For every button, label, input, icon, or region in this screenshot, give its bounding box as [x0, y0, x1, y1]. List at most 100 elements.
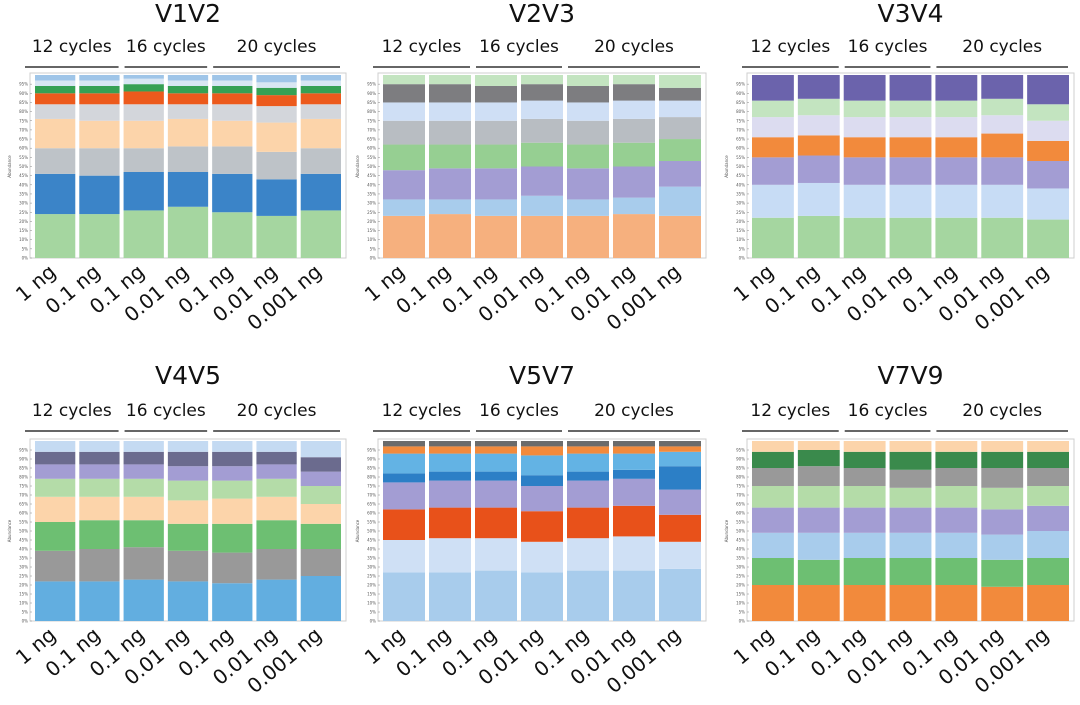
bar-segment	[843, 558, 886, 585]
bar-segment	[1027, 558, 1069, 585]
bar-segment	[659, 139, 701, 162]
bar-segment	[613, 478, 655, 506]
bar-segment	[613, 100, 655, 119]
y-tick-label: 65%	[736, 502, 745, 507]
bar-segment	[79, 581, 120, 621]
y-tick-label: 65%	[19, 137, 28, 142]
bar-segment	[889, 532, 932, 558]
bar-segment	[613, 441, 655, 447]
bar-segment	[300, 80, 341, 86]
y-tick-label: 95%	[736, 82, 745, 87]
y-tick-label: 80%	[19, 109, 28, 114]
bar-segment	[429, 480, 471, 508]
bar-segment	[429, 199, 471, 215]
bar-segment	[300, 118, 341, 149]
bar-segment	[167, 75, 209, 81]
bar-segment	[659, 87, 701, 101]
bar-segment	[300, 75, 341, 81]
bar-segment	[475, 120, 517, 145]
y-tick-label: 90%	[736, 91, 745, 96]
y-tick-label: 75%	[367, 484, 376, 489]
bar-segment	[475, 215, 517, 258]
bar-segment	[1027, 188, 1069, 220]
bar-segment	[843, 532, 886, 558]
bar-segment	[35, 93, 76, 105]
bar-segment	[300, 173, 341, 211]
bar-segment	[475, 75, 517, 86]
bar-segment	[981, 534, 1024, 560]
bar-segment	[35, 478, 76, 497]
bar-segment	[521, 455, 563, 476]
bar-segment	[935, 507, 978, 533]
bar-segment	[383, 84, 425, 103]
y-tick-label: 65%	[19, 502, 28, 507]
chart-panel-v3v4: V3V4 12 cycles 16 cycles 20 cycles 0% 5% 10% 15…	[724, 0, 1075, 335]
bar-segment	[256, 87, 297, 96]
y-tick-label: 0%	[739, 619, 746, 624]
y-tick-label: 80%	[736, 109, 745, 114]
bar-segment	[613, 453, 655, 470]
bar-segment	[300, 457, 341, 472]
bar-segment	[35, 104, 76, 119]
bar-segment	[383, 215, 425, 258]
bar-segment	[659, 100, 701, 118]
bar-segment	[256, 441, 297, 452]
bar-segment	[256, 82, 297, 88]
bar-segment	[123, 579, 164, 621]
y-tick-label: 75%	[736, 118, 745, 123]
bar-segment	[79, 549, 120, 582]
bar-segment	[567, 480, 609, 508]
bar-segment	[752, 100, 794, 118]
y-tick-label: 15%	[736, 592, 745, 597]
bar-segment	[123, 104, 164, 121]
bar-segment	[212, 451, 253, 467]
bar-segment	[1027, 486, 1069, 506]
bar-segment	[79, 93, 120, 105]
bar-segment	[1027, 219, 1069, 258]
bar-segment	[429, 144, 471, 169]
y-tick-label: 85%	[367, 466, 376, 471]
bar-segment	[613, 118, 655, 143]
bar-segment	[475, 85, 517, 103]
bar-segment	[167, 466, 209, 481]
bar-segment	[613, 570, 655, 621]
bar-segment	[35, 464, 76, 479]
y-tick-label: 10%	[19, 237, 28, 242]
cycle-group-label: 20 cycles	[962, 401, 1042, 421]
bar-segment	[521, 75, 563, 85]
bar-segment	[843, 507, 886, 533]
bar-segment	[935, 486, 978, 508]
bar-segment	[167, 581, 209, 621]
bar-segment	[843, 117, 886, 138]
bar-segment	[613, 446, 655, 454]
bar-segment	[752, 217, 794, 258]
bar-segment	[797, 98, 840, 116]
y-tick-label: 75%	[19, 118, 28, 123]
y-tick-label: 55%	[367, 155, 376, 160]
bar-segment	[300, 549, 341, 576]
bar-segment	[256, 151, 297, 180]
bar-segment	[212, 93, 253, 105]
bar-segment	[659, 75, 701, 88]
bar-segment	[79, 80, 120, 86]
y-tick-label: 0%	[739, 256, 746, 261]
y-tick-label: 35%	[736, 556, 745, 561]
bar-segment	[889, 157, 932, 185]
y-tick-label: 70%	[19, 127, 28, 132]
y-tick-label: 25%	[736, 210, 745, 215]
bar-segment	[300, 523, 341, 549]
bar-segment	[797, 466, 840, 486]
y-tick-label: 30%	[736, 201, 745, 206]
bar-segment	[475, 102, 517, 121]
cycle-group-label: 12 cycles	[750, 401, 830, 421]
bar-segment	[659, 489, 701, 515]
y-tick-label: 95%	[736, 448, 745, 453]
bar-segment	[79, 148, 120, 176]
bar-segment	[212, 80, 253, 86]
bar-segment	[935, 157, 978, 185]
bar-segment	[429, 538, 471, 573]
bar-segment	[256, 179, 297, 216]
bar-segment	[123, 171, 164, 211]
bar-segment	[383, 120, 425, 145]
y-tick-label: 45%	[736, 538, 745, 543]
